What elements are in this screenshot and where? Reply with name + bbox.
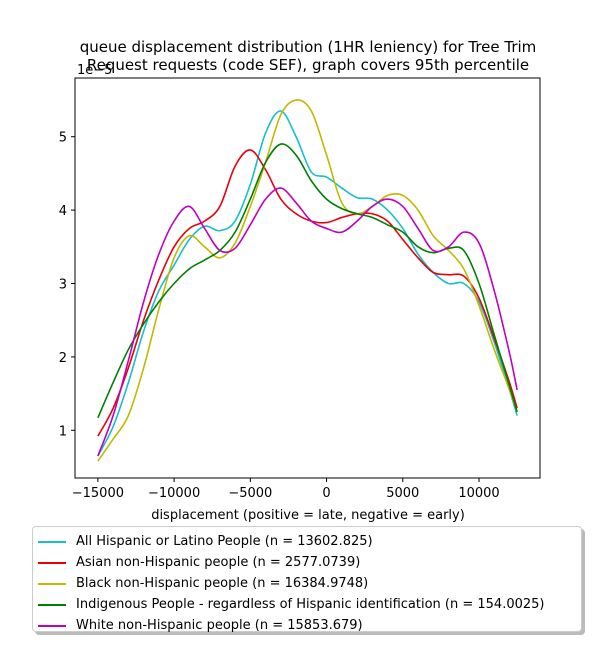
x-tick-label: 10000 — [458, 486, 499, 501]
legend-label: Indigenous People - regardless of Hispan… — [76, 597, 545, 612]
legend-label: Black non-Hispanic people (n = 16384.974… — [76, 576, 369, 591]
y-tick-label: 5 — [59, 131, 67, 146]
y-tick-label: 1 — [59, 424, 67, 439]
line-chart: queue displacement distribution (1HR len… — [59, 38, 541, 523]
y-tick-label: 3 — [59, 278, 67, 293]
series-line-3 — [97, 99, 518, 462]
series-line-1 — [97, 110, 518, 457]
legend-item: White non-Hispanic people (n = 15853.679… — [38, 615, 581, 636]
legend-item: Asian non-Hispanic people (n = 2577.0739… — [38, 552, 581, 573]
y-tick-label: 2 — [59, 351, 67, 366]
legend-label: All Hispanic or Latino People (n = 13602… — [76, 534, 373, 549]
x-tick-label: −5000 — [228, 486, 272, 501]
y-tick-label: 4 — [59, 204, 67, 219]
plot-area — [97, 99, 518, 462]
x-axis: −15000 −10000 −5000 0 5000 10000 — [72, 478, 500, 501]
x-tick-label: −10000 — [148, 486, 200, 501]
legend-swatch — [38, 582, 66, 585]
legend-label: Asian non-Hispanic people (n = 2577.0739… — [76, 555, 361, 570]
legend-swatch — [38, 624, 66, 627]
y-axis: 1 2 3 4 5 — [59, 131, 75, 439]
y-offset-text: 1e−5 — [77, 63, 112, 78]
legend-swatch — [38, 603, 66, 606]
plot-frame — [74, 77, 541, 479]
chart-title-line-2: Request requests (code SEF), graph cover… — [87, 56, 529, 74]
legend-item: Indigenous People - regardless of Hispan… — [38, 594, 581, 615]
legend-swatch — [38, 561, 66, 564]
series-line-4 — [97, 143, 518, 419]
x-tick-label: 5000 — [386, 486, 419, 501]
legend-item: All Hispanic or Latino People (n = 13602… — [38, 531, 581, 552]
legend-item: Black non-Hispanic people (n = 16384.974… — [38, 573, 581, 594]
series-line-2 — [97, 149, 518, 437]
legend-label: White non-Hispanic people (n = 15853.679… — [76, 618, 363, 633]
x-axis-label: displacement (positive = late, negative … — [151, 508, 465, 523]
legend: All Hispanic or Latino People (n = 13602… — [32, 526, 582, 633]
x-tick-label: −15000 — [72, 486, 124, 501]
legend-swatch — [38, 540, 66, 543]
series-line-5 — [97, 187, 518, 457]
x-tick-label: 0 — [322, 486, 330, 501]
chart-title: queue displacement distribution (1HR len… — [80, 38, 537, 56]
